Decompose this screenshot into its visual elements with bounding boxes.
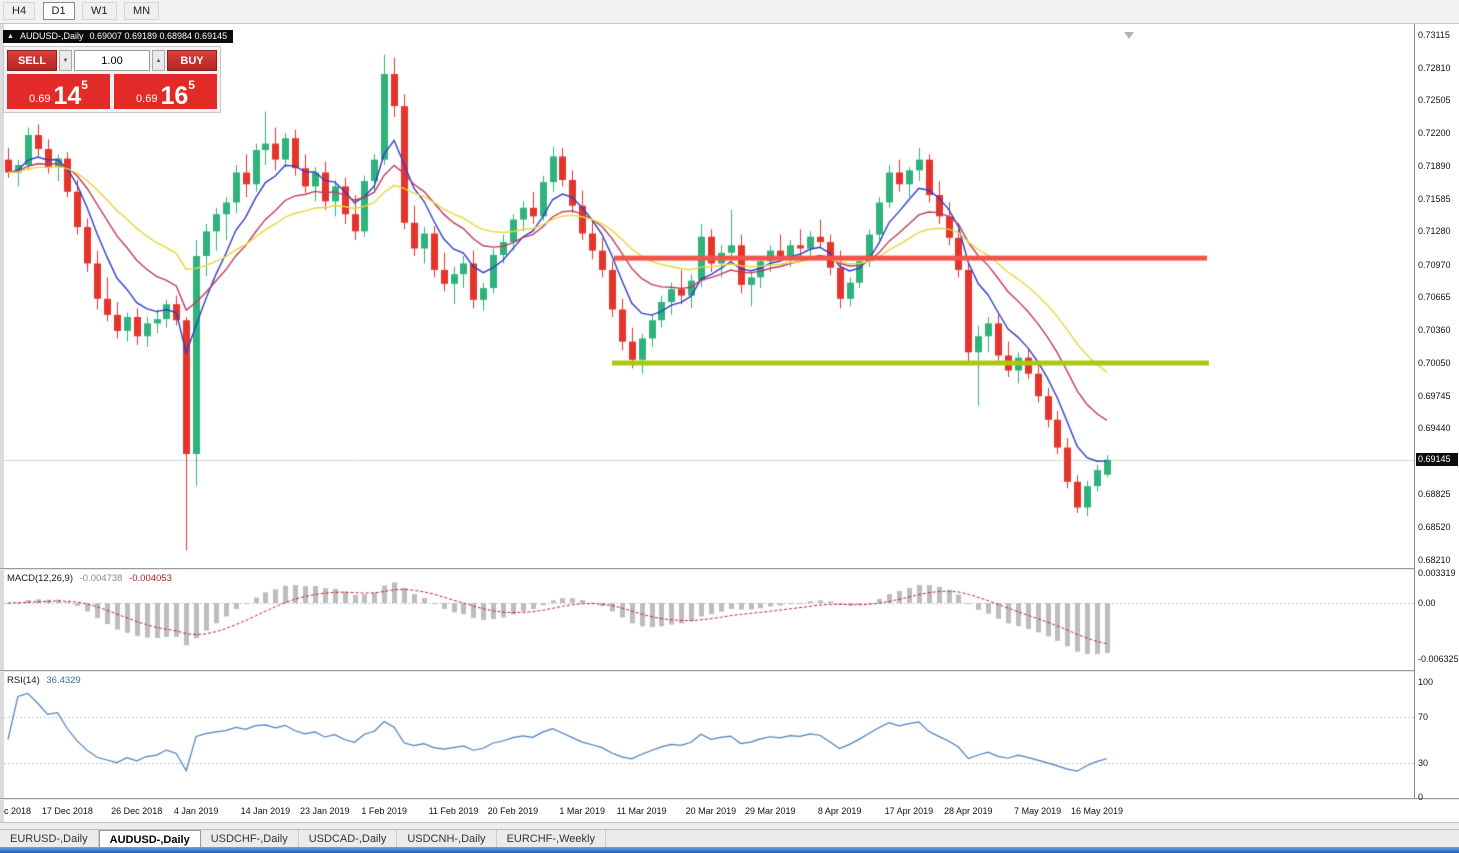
tab-eurusd-daily[interactable]: EURUSD-,Daily [0,830,99,847]
date-axis-label: 1 Feb 2019 [361,806,407,816]
tf-d1-button[interactable]: D1 [42,2,75,20]
macd-value-signal: -0.004053 [129,573,172,584]
timeframe-toolbar: H4 D1 W1 MN [0,0,1459,24]
price-axis-label: 0.72505 [1418,95,1451,106]
tab-usdcad-daily[interactable]: USDCAD-,Daily [299,830,398,847]
chart-ohlc-values: 0.69007 0.69189 0.68984 0.69145 [89,31,228,41]
macd-axis-label: -0.006325 [1418,654,1459,665]
rsi-axis-label: 30 [1418,757,1429,768]
tf-w1-button[interactable]: W1 [82,2,117,20]
macd-name: MACD(12,26,9) [7,573,73,584]
tf-mn-button[interactable]: MN [123,2,160,20]
rsi-axis-label: 0 [1418,792,1424,802]
chart-shift-marker[interactable] [1124,32,1134,39]
sell-price-sup: 5 [81,78,88,92]
sell-button[interactable]: SELL [7,50,57,71]
date-axis-label: 20 Mar 2019 [685,806,737,816]
title-arrow-icon: ▲ [7,33,14,40]
rsi-name: RSI(14) [7,675,40,686]
date-axis-label: 16 May 2019 [1070,806,1124,816]
date-axis-label: 7 Dec 2018 [4,806,32,816]
date-axis-label: 26 Dec 2018 [111,806,163,816]
price-axis-label: 0.68210 [1418,554,1451,565]
date-axis[interactable]: 7 Dec 2018 17 Dec 2018 26 Dec 2018 4 Jan 20… [4,800,1414,822]
date-axis-label: 14 Jan 2019 [240,806,291,816]
price-axis-label: 0.72810 [1418,62,1451,73]
panel-splitter[interactable] [0,798,1459,800]
tab-label: USDCHF-,Daily [210,833,288,845]
current-price-badge: 0.69145 [1416,452,1458,466]
window-bottom-edge [0,847,1459,853]
macd-indicator-label: MACD(12,26,9) -0.004738 -0.004053 [7,573,172,584]
rsi-value: 36.4329 [46,675,81,686]
tf-h4-button[interactable]: H4 [3,2,36,20]
date-axis-label: 11 Feb 2019 [428,806,479,816]
tab-eurchf-weekly[interactable]: EURCHF-,Weekly [497,830,606,847]
date-axis-label: 7 May 2019 [1014,806,1062,816]
tab-usdchf-daily[interactable]: USDCHF-,Daily [201,830,299,847]
price-axis-label: 0.73115 [1418,29,1450,40]
buy-price-prefix: 0.69 [136,93,158,105]
date-axis-label: 8 Apr 2019 [817,806,862,816]
date-axis-label: 1 Mar 2019 [559,806,605,816]
volume-input[interactable] [74,50,150,71]
buy-price-display[interactable]: 0.69 16 5 [114,74,217,109]
volume-decrease-button[interactable]: ▼ [59,50,72,71]
date-axis-label: 17 Apr 2019 [884,806,934,816]
chart-tabs-bar: EURUSD-,Daily AUDUSD-,Daily USDCHF-,Dail… [0,829,1459,847]
tab-audusd-daily[interactable]: AUDUSD-,Daily [98,830,201,847]
chart-symbol: AUDUSD-,Daily [19,31,84,41]
price-axis-label: 0.68520 [1418,521,1451,532]
sell-price-display[interactable]: 0.69 14 5 [7,74,110,109]
price-axis-label: 0.70050 [1418,358,1451,369]
tab-usdcnh-daily[interactable]: USDCNH-,Daily [397,830,497,847]
price-axis-label: 0.70360 [1418,324,1451,335]
sell-price-big: 14 [53,82,82,110]
date-axis-label: 20 Feb 2019 [487,806,539,816]
price-axis-label: 0.70665 [1418,292,1451,303]
one-click-trading-panel: SELL ▼ ▲ BUY 0.69 14 5 0.69 16 5 [3,46,221,113]
rsi-canvas[interactable] [4,672,1414,798]
price-axis-label: 0.71280 [1418,226,1451,237]
tab-label: USDCAD-,Daily [308,833,387,845]
panel-splitter[interactable] [0,670,1459,672]
sell-price-prefix: 0.69 [29,93,51,105]
horizontal-scrollbar[interactable] [0,822,1459,829]
macd-axis-label: 0.003319 [1418,568,1456,579]
volume-increase-button[interactable]: ▲ [152,50,165,71]
price-axis-label: 0.70970 [1418,259,1451,270]
price-axis-label: 0.69440 [1418,423,1451,434]
price-axis-label: 0.71585 [1418,193,1451,204]
rsi-indicator-label: RSI(14) 36.4329 [7,675,81,686]
tab-label: EURCHF-,Weekly [506,833,595,845]
macd-value-main: -0.004738 [79,573,123,584]
date-axis-label: 28 Apr 2019 [944,806,993,816]
price-axis[interactable]: 0.73115 0.72810 0.72505 0.72200 0.71890 0.715… [1414,24,1459,802]
tab-label: AUDUSD-,Daily [109,833,190,846]
macd-canvas[interactable] [4,570,1414,670]
rsi-axis-label: 100 [1418,677,1434,687]
price-axis-label: 0.68825 [1418,489,1451,500]
price-axis-label: 0.71890 [1418,161,1451,172]
tab-label: EURUSD-,Daily [10,833,88,845]
tab-label: USDCNH-,Daily [407,833,486,845]
date-axis-label: 4 Jan 2019 [173,806,219,816]
chart-panel: 7 Dec 2018 17 Dec 2018 26 Dec 2018 4 Jan 20… [0,24,1459,822]
date-axis-label: 17 Dec 2018 [41,806,93,816]
panel-splitter[interactable] [0,568,1459,570]
price-axis-label: 0.69745 [1418,390,1451,401]
left-edge [0,24,4,822]
macd-axis-label: 0.00 [1418,598,1436,608]
rsi-axis-label: 70 [1418,711,1429,722]
buy-price-sup: 5 [188,78,195,92]
date-axis-label: 11 Mar 2019 [616,806,667,816]
main-chart-canvas[interactable] [4,28,1414,568]
buy-button[interactable]: BUY [167,50,217,71]
date-axis-label: 29 Mar 2019 [745,806,796,816]
price-axis-label: 0.72200 [1418,127,1451,138]
chart-title-bar: ▲ AUDUSD-,Daily 0.69007 0.69189 0.68984 … [3,30,234,43]
buy-price-big: 16 [160,82,189,110]
date-axis-label: 23 Jan 2019 [300,806,350,816]
